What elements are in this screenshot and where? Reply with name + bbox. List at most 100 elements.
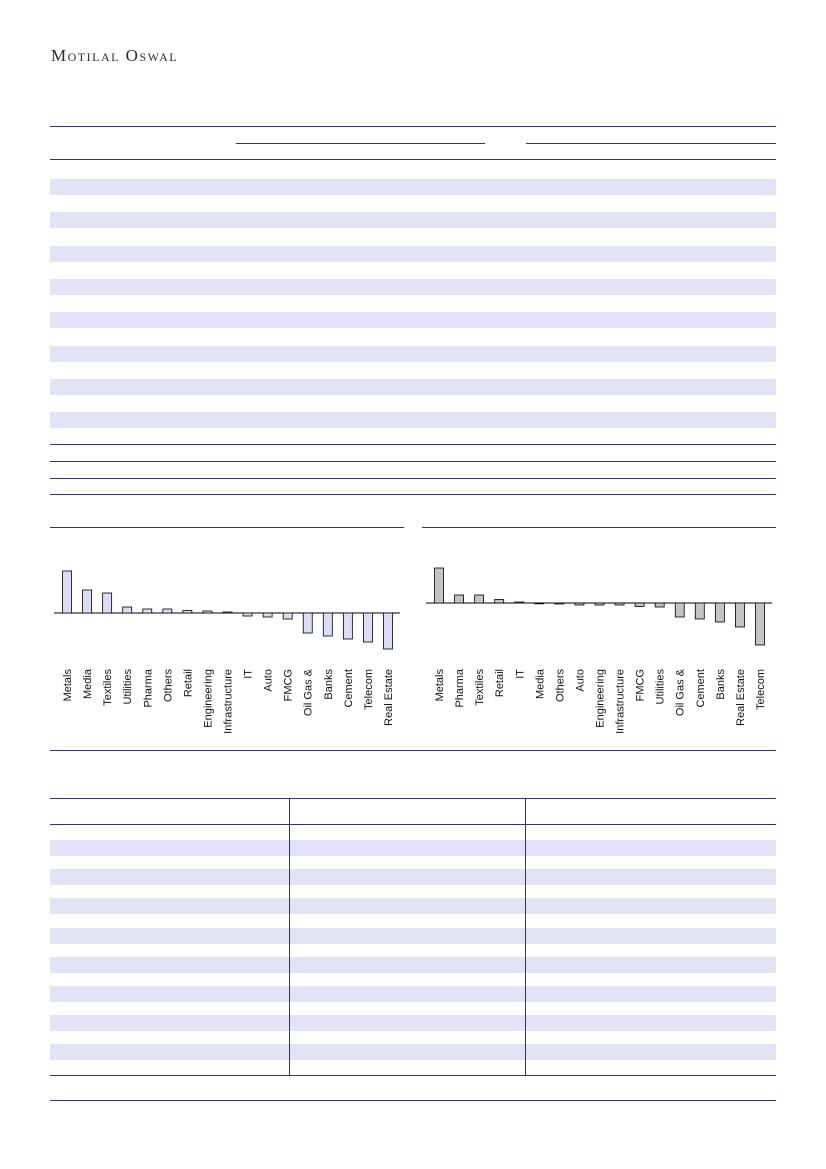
chart-right-title-rule xyxy=(422,527,776,528)
category-label: Retail xyxy=(494,669,506,697)
category-label: FMCG xyxy=(283,669,295,701)
table-row-band xyxy=(50,927,776,944)
category-label: Real Estate xyxy=(383,669,395,726)
bar-1 xyxy=(454,594,464,604)
category-label: Oil Gas & xyxy=(303,668,315,716)
table-rule-1 xyxy=(50,444,776,445)
table-row-band xyxy=(50,378,776,395)
bar-14 xyxy=(714,602,725,623)
bar-6 xyxy=(554,602,565,605)
bar-8 xyxy=(222,611,233,614)
table-row-band xyxy=(50,956,776,973)
bar-7 xyxy=(574,602,585,606)
bar-16 xyxy=(755,602,765,646)
category-label: Telecom xyxy=(755,669,767,710)
category-label: Pharma xyxy=(454,668,466,707)
table-row-band xyxy=(50,278,776,295)
category-label: Engineering xyxy=(202,669,214,728)
table-row-band xyxy=(50,986,776,1002)
table-row-band xyxy=(50,898,776,915)
bottom-table-rule-bottom xyxy=(50,1075,776,1076)
table-row-band xyxy=(50,869,776,886)
table-row-band xyxy=(50,245,776,262)
category-label: IT xyxy=(514,669,526,679)
bar-4 xyxy=(142,608,153,614)
bottom-table-header-rule xyxy=(50,824,776,825)
bar-12 xyxy=(302,612,313,634)
bar-11 xyxy=(654,602,665,608)
bottom-table-divider-1 xyxy=(289,798,290,1075)
bar-15 xyxy=(363,612,373,643)
bar-0 xyxy=(434,567,444,604)
category-label: Metals xyxy=(434,669,446,702)
bar-9 xyxy=(614,602,625,606)
category-label: Auto xyxy=(574,669,586,692)
table-row-band xyxy=(50,840,776,856)
category-label: Auto xyxy=(263,669,275,692)
table-rule-bottom xyxy=(50,494,776,495)
chart-left: Metals Media Textiles Utilities Pharma Others… xyxy=(54,570,400,734)
bar-3 xyxy=(494,599,505,604)
table-rule-2 xyxy=(50,461,776,462)
category-label: Pharma xyxy=(142,668,154,707)
category-label: Utilities xyxy=(122,669,134,705)
bar-9 xyxy=(242,612,253,617)
category-label: Engineering xyxy=(595,669,607,728)
table-row-band xyxy=(50,345,776,362)
category-label: Real Estate xyxy=(735,669,747,726)
category-label: IT xyxy=(243,669,255,679)
page-footer-rule xyxy=(50,1100,776,1101)
table-row-band xyxy=(50,179,776,195)
bottom-table-divider-2 xyxy=(525,798,526,1075)
bar-10 xyxy=(634,602,645,607)
category-label: Textiles xyxy=(102,669,114,706)
category-label: Telecom xyxy=(363,669,375,710)
bar-5 xyxy=(162,608,173,614)
category-label: Others xyxy=(554,669,566,703)
table-row-band xyxy=(50,412,776,429)
category-label: Utilities xyxy=(655,669,667,705)
category-label: Media xyxy=(534,668,546,699)
category-label: Media xyxy=(82,668,94,699)
bar-15 xyxy=(735,602,745,628)
chart-right: Metals Pharma Textiles Retail IT Media Others A… xyxy=(426,567,772,734)
category-label: FMCG xyxy=(635,669,647,701)
category-label: Banks xyxy=(323,669,335,700)
table-row-band xyxy=(50,1015,776,1032)
category-label: Cement xyxy=(343,669,355,708)
table-header-rule xyxy=(50,159,776,160)
bar-6 xyxy=(182,610,193,614)
bar-4 xyxy=(514,601,525,604)
category-label: Infrastructure xyxy=(615,669,627,734)
bar-13 xyxy=(694,602,705,620)
bar-11 xyxy=(282,612,293,620)
chart-section-bottom-rule xyxy=(50,750,776,751)
category-label: Cement xyxy=(695,669,707,708)
bar-7 xyxy=(202,610,213,614)
bar-13 xyxy=(322,612,333,637)
category-label: Metals xyxy=(62,669,74,702)
table-rule-3 xyxy=(50,478,776,479)
column-group-rule-right xyxy=(526,143,776,144)
category-label: Oil Gas & xyxy=(675,668,687,716)
brand-logo: Motilal Oswal xyxy=(51,46,179,65)
column-group-rule-left xyxy=(236,143,485,144)
bar-3 xyxy=(122,606,133,614)
category-label: Retail xyxy=(182,669,194,697)
bar-14 xyxy=(342,612,353,640)
bar-2 xyxy=(474,594,485,604)
table-rule-top xyxy=(50,126,776,127)
bottom-table-rule-top xyxy=(50,798,776,799)
category-label: Others xyxy=(162,669,174,703)
bar-16 xyxy=(383,612,393,650)
chart-left-title-rule xyxy=(50,527,404,528)
table-row-band xyxy=(50,212,776,229)
table-row-band xyxy=(50,312,776,329)
bar-10 xyxy=(262,612,273,618)
bar-2 xyxy=(102,592,113,614)
bar-1 xyxy=(82,589,92,614)
category-label: Infrastructure xyxy=(223,669,235,734)
bar-8 xyxy=(594,602,605,606)
bar-0 xyxy=(62,570,72,614)
bar-12 xyxy=(674,602,685,618)
